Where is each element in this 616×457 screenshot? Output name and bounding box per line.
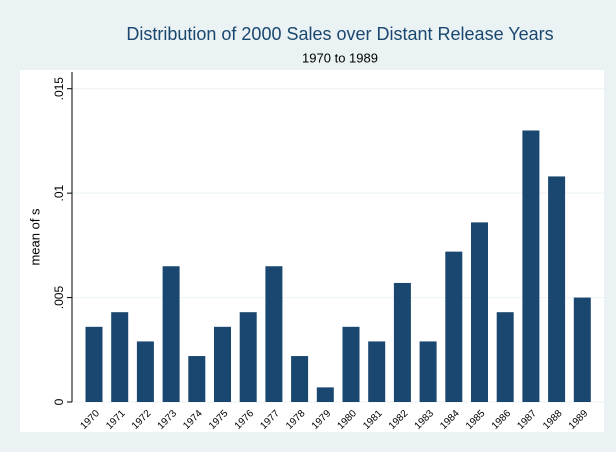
bar <box>316 387 334 402</box>
bar <box>548 176 566 402</box>
bar <box>214 326 231 402</box>
chart-subtitle: 1970 to 1989 <box>302 50 378 65</box>
y-tick-label: .01 <box>52 184 66 201</box>
bar <box>368 341 386 402</box>
plot-region <box>20 70 604 432</box>
bar <box>239 312 257 402</box>
bar <box>393 282 411 402</box>
y-tick-label: .015 <box>52 77 66 101</box>
bar <box>136 341 154 402</box>
y-tick-label: 0 <box>52 398 66 405</box>
y-tick-label: .005 <box>52 286 66 310</box>
bar <box>342 326 360 402</box>
bar <box>445 251 463 402</box>
bar <box>496 312 514 402</box>
bar <box>111 312 129 402</box>
y-axis-title: mean of s <box>27 208 42 266</box>
bar <box>291 356 309 402</box>
bar <box>419 341 437 402</box>
bar <box>265 266 283 402</box>
bar <box>85 326 103 402</box>
bar <box>522 130 540 402</box>
bar <box>573 297 591 402</box>
bar <box>471 222 488 402</box>
chart-title: Distribution of 2000 Sales over Distant … <box>126 24 553 44</box>
bar <box>188 356 206 402</box>
bar <box>162 266 180 402</box>
